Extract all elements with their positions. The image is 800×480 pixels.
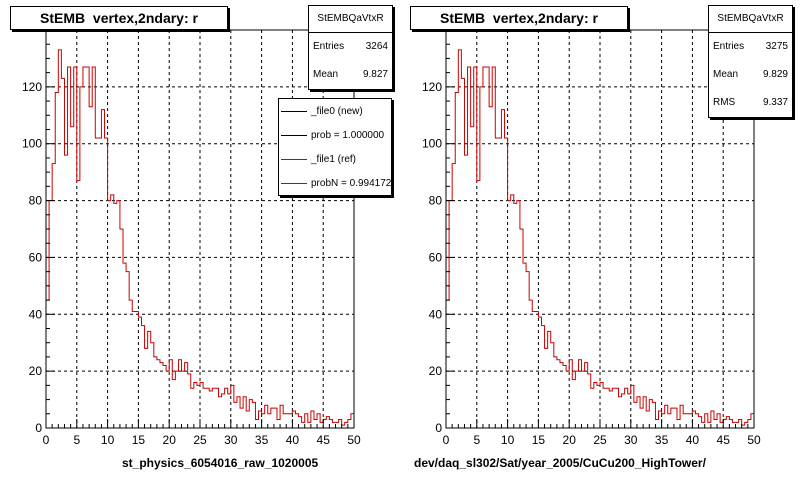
legend-label: probN = 0.994172 <box>311 177 392 189</box>
x-tick-label: 30 <box>624 433 638 447</box>
stats-value: 9.827 <box>362 69 388 80</box>
legend-entry: _file1 (ref) <box>279 147 391 171</box>
legend-line-swatch <box>281 110 307 112</box>
histogram-series-line <box>45 49 355 428</box>
legend-label: prob = 1.000000 <box>311 129 385 141</box>
x-tick-label: 35 <box>255 433 269 447</box>
stats-label: Entries <box>713 41 745 52</box>
stats-row-mean: Mean 9.829 <box>709 61 792 89</box>
y-tick-label: 20 <box>429 364 443 378</box>
stats-name: StEMBQaVtxR <box>709 6 792 33</box>
y-tick-label: 80 <box>429 194 443 208</box>
y-tick-label: 40 <box>429 307 443 321</box>
stats-label: Mean <box>713 69 739 80</box>
x-tick-label: 50 <box>747 433 761 447</box>
legend-label: _file1 (ref) <box>311 153 357 165</box>
stats-value: 9.829 <box>762 69 788 80</box>
stats-row-entries: Entries 3275 <box>709 33 792 61</box>
x-tick-label: 35 <box>655 433 669 447</box>
plot-title: StEMB vertex,2ndary: r <box>410 6 628 30</box>
stats-row-entries: Entries 3264 <box>309 33 392 61</box>
plot-title: StEMB vertex,2ndary: r <box>10 6 228 30</box>
legend-line-swatch <box>281 134 307 136</box>
y-tick-label: 60 <box>29 250 43 264</box>
x-tick-label: 20 <box>563 433 577 447</box>
stats-value: 9.337 <box>762 97 788 108</box>
x-tick-label: 40 <box>686 433 700 447</box>
y-tick-label: 20 <box>29 364 43 378</box>
x-tick-label: 25 <box>193 433 207 447</box>
stats-box: StEMBQaVtxR Entries 3264 Mean 9.827 <box>308 5 393 90</box>
histogram-panel-right: 0 5 10 15 20 25 30 35 40 45 50 0 20 40 60 80 100 120 StEM… <box>400 0 800 480</box>
x-tick-label: 45 <box>317 433 331 447</box>
x-tick-label: 50 <box>347 433 361 447</box>
y-tick-label: 0 <box>35 421 42 435</box>
x-tick-label: 0 <box>443 433 450 447</box>
y-tick-label: 100 <box>422 137 442 151</box>
histogram-plot-right: 0 5 10 15 20 25 30 35 40 45 50 0 20 40 60 80 100 120 <box>422 29 761 447</box>
legend-entry: _file0 (new) <box>279 99 391 123</box>
stats-name: StEMBQaVtxR <box>309 6 392 33</box>
histogram-series-line <box>445 49 755 428</box>
x-tick-label: 40 <box>286 433 300 447</box>
legend-label: _file0 (new) <box>311 105 363 117</box>
x-tick-label: 0 <box>43 433 50 447</box>
y-tick-label: 120 <box>22 80 42 94</box>
x-tick-label: 10 <box>501 433 515 447</box>
y-tick-label: 60 <box>429 250 443 264</box>
stats-label: RMS <box>713 97 736 108</box>
histogram-panel-left: 0 5 10 15 20 25 30 35 40 45 50 0 20 40 60 80 100 120 StEM… <box>10 5 393 470</box>
x-axis-title: dev/daq_sl302/Sat/year_2005/CuCu200_High… <box>414 456 706 470</box>
y-tick-label: 100 <box>22 137 42 151</box>
x-tick-label: 10 <box>101 433 115 447</box>
legend-line-swatch <box>281 182 307 184</box>
legend-entry: prob = 1.000000 <box>279 123 391 147</box>
histogram-plot-left: 0 5 10 15 20 25 30 35 40 45 50 0 20 40 60 80 100 120 <box>22 29 361 447</box>
y-tick-label: 40 <box>29 307 43 321</box>
stats-row-rms: RMS 9.337 <box>709 89 792 117</box>
stats-value: 3264 <box>365 41 388 52</box>
stats-row-mean: Mean 9.827 <box>309 61 392 89</box>
x-tick-label: 15 <box>532 433 546 447</box>
y-tick-label: 0 <box>435 421 442 435</box>
x-axis-title: st_physics_6054016_raw_1020005 <box>122 456 319 470</box>
y-tick-label: 80 <box>29 194 43 208</box>
x-tick-label: 15 <box>132 433 146 447</box>
stats-label: Entries <box>313 41 345 52</box>
x-tick-label: 30 <box>224 433 238 447</box>
stats-label: Mean <box>313 69 339 80</box>
y-tick-label: 120 <box>422 80 442 94</box>
legend-line-swatch <box>281 158 307 160</box>
stats-value: 3275 <box>765 41 788 52</box>
x-tick-label: 45 <box>717 433 731 447</box>
x-tick-label: 5 <box>73 433 80 447</box>
x-tick-label: 25 <box>593 433 607 447</box>
stats-box: StEMBQaVtxR Entries 3275 Mean 9.829 RMS … <box>708 5 793 118</box>
x-tick-label: 5 <box>473 433 480 447</box>
legend-box: _file0 (new) prob = 1.000000 _file1 (ref… <box>278 98 392 196</box>
x-tick-label: 20 <box>163 433 177 447</box>
legend-entry: probN = 0.994172 <box>279 171 391 195</box>
